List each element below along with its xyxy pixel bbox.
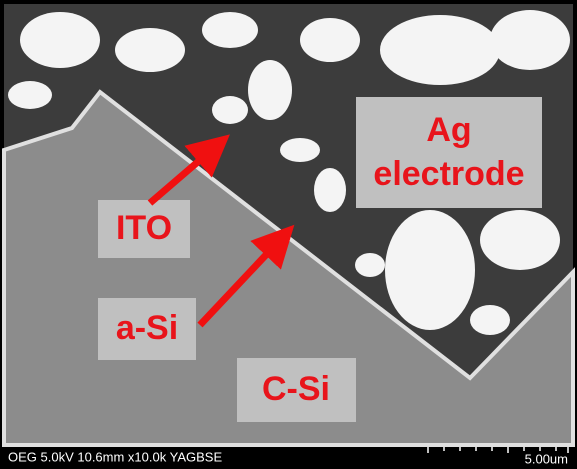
label: electrode xyxy=(373,155,524,193)
label: C-Si xyxy=(262,370,330,408)
scale-text: 5.00um xyxy=(525,451,568,466)
label: Ag xyxy=(426,111,471,149)
label: ITO xyxy=(116,209,172,247)
info-text: OEG 5.0kV 10.6mm x10.0k YAGBSE xyxy=(8,449,222,464)
sem-figure: Ag electrode ITO a-Si C-Si OEG 5.0kV 10.… xyxy=(0,0,577,469)
label: a-Si xyxy=(116,309,178,347)
